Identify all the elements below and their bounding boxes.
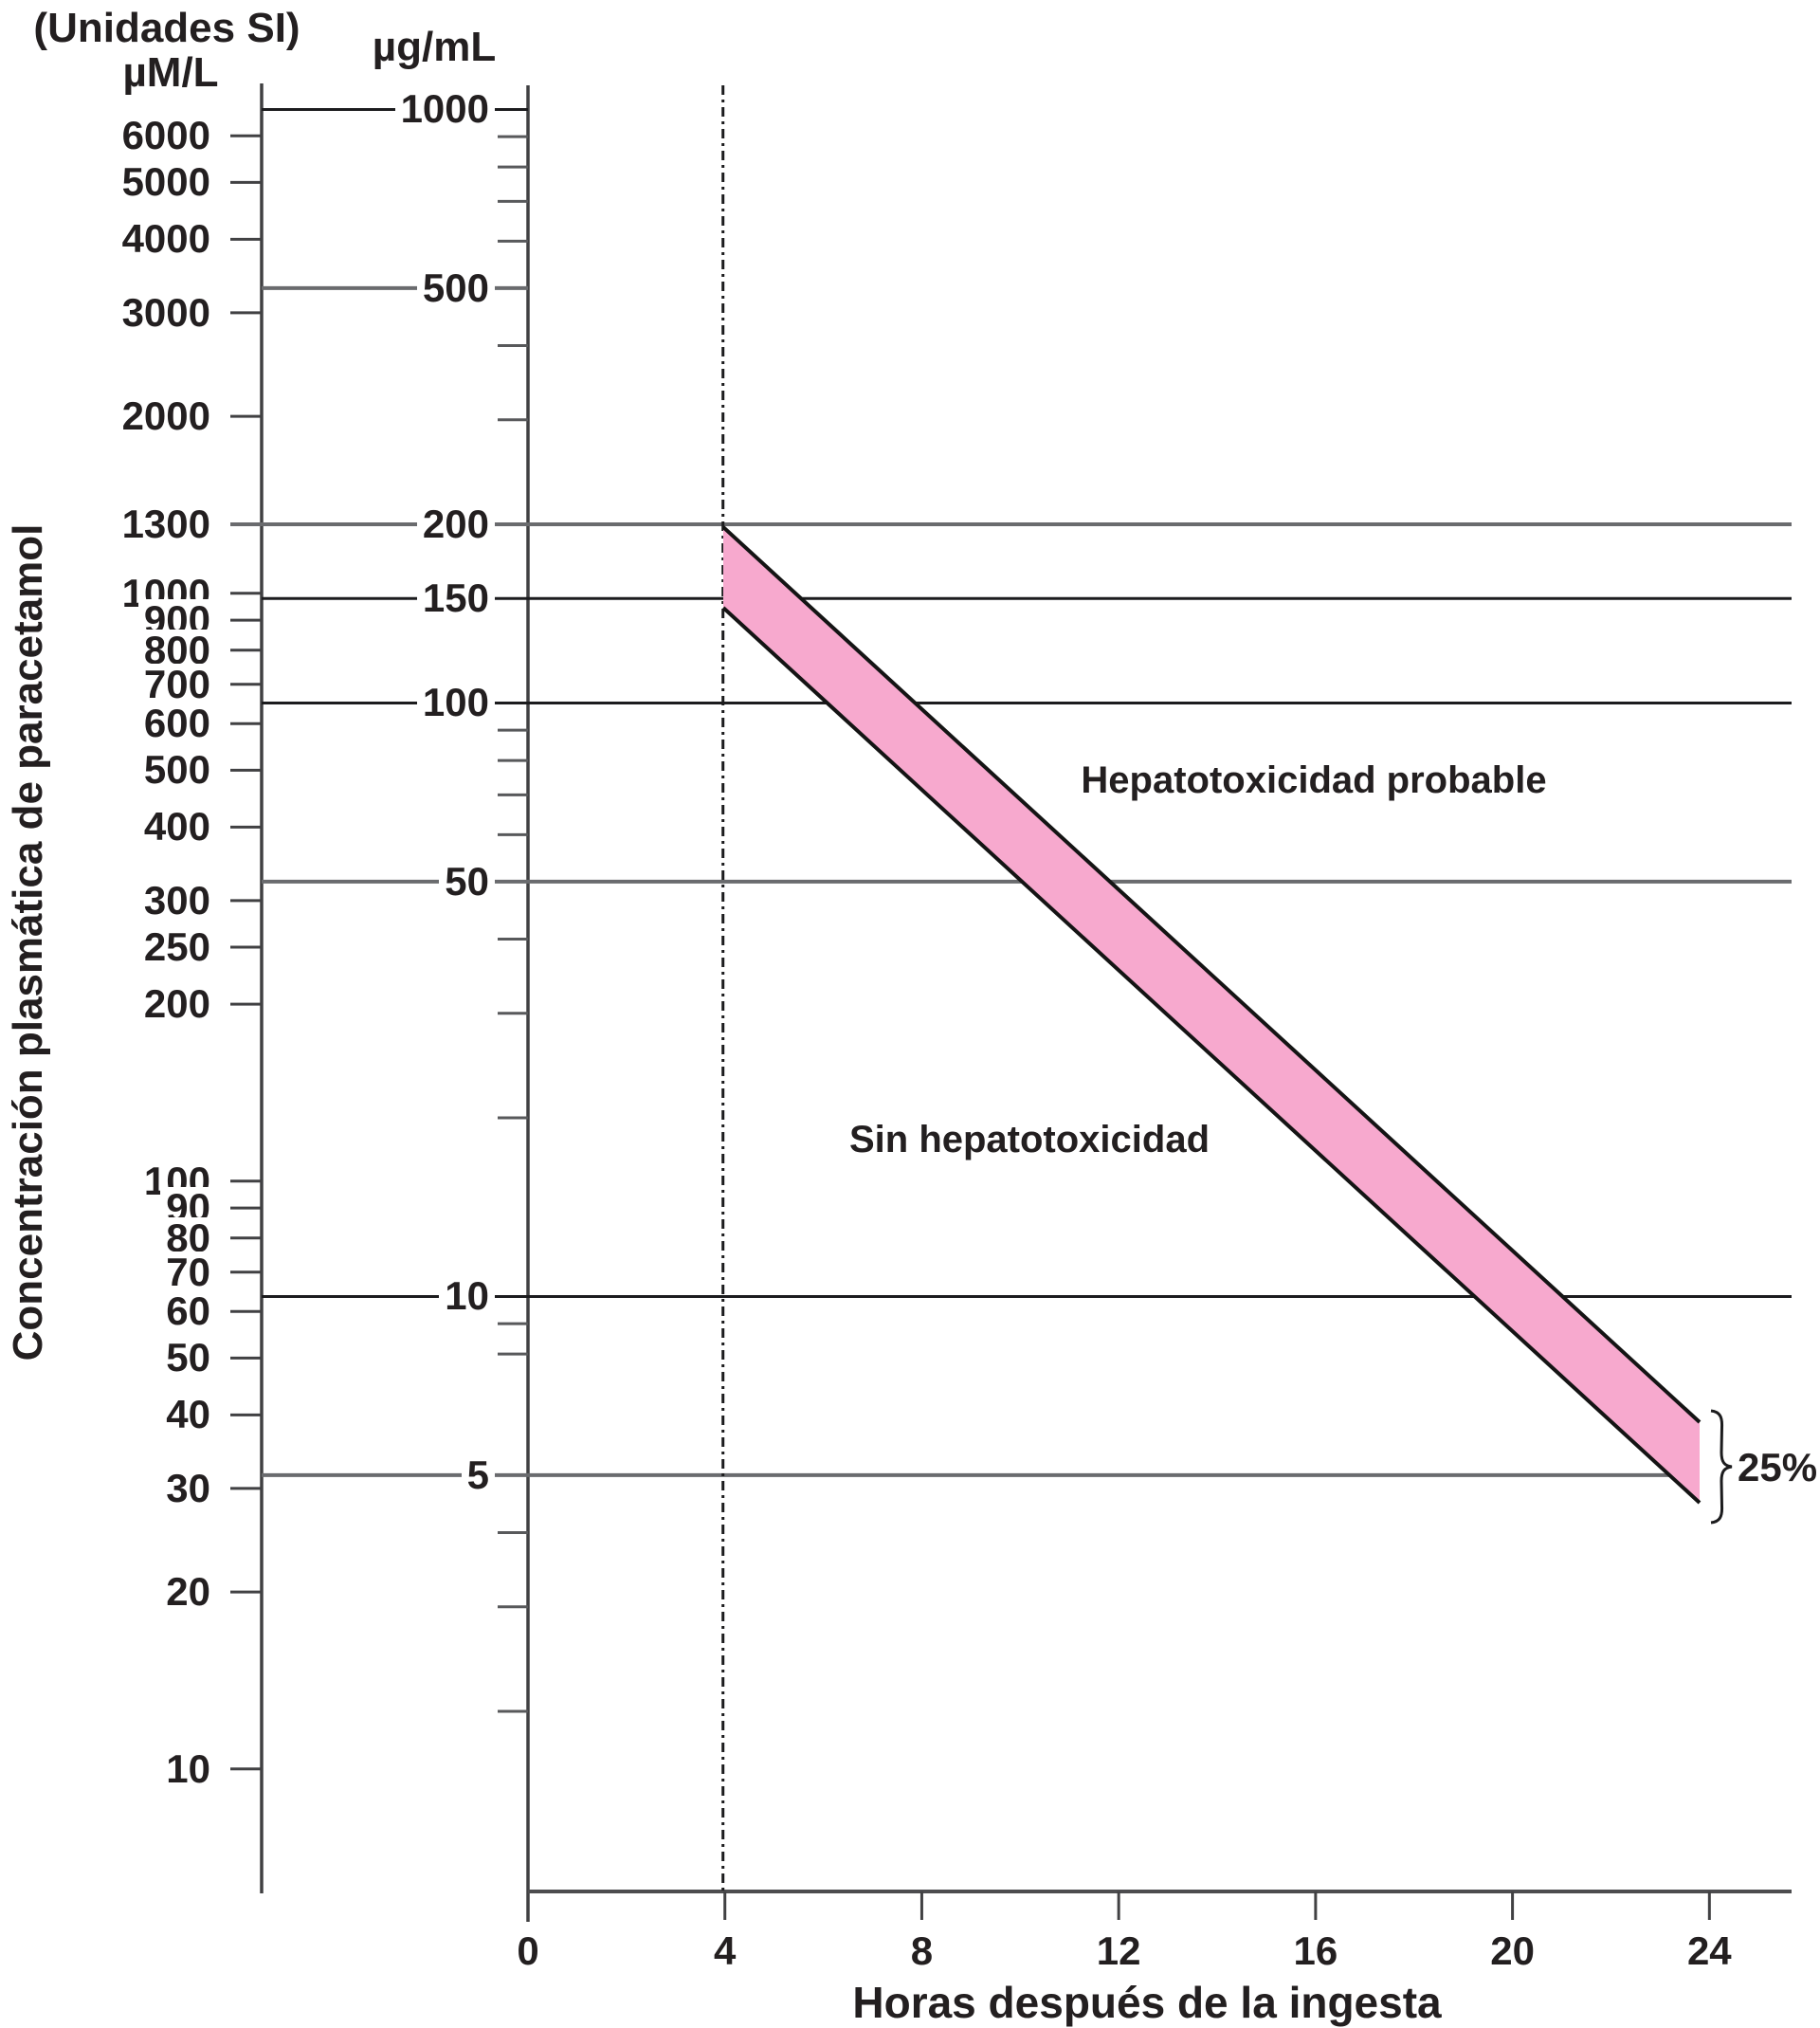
si-tick-label-70: 70 [160,1251,216,1293]
si-tick-label-40: 40 [160,1394,216,1436]
ug-tick-label-10: 10 [439,1275,495,1318]
band-width-percentage-label: 25% [1738,1445,1818,1489]
si-tick-label-250: 250 [137,925,216,968]
x-tick-label-8: 8 [910,1928,934,1973]
x-tick-label-20: 20 [1490,1928,1535,1973]
si-tick-label-5000: 5000 [116,161,216,204]
si-tick-label-10: 10 [160,1747,216,1790]
ug-tick-label-200: 200 [416,503,495,545]
si-tick-label-600: 600 [137,703,216,745]
axes [260,83,1792,1922]
si-tick-label-6000: 6000 [116,115,216,157]
ug-tick-label-100: 100 [416,682,495,724]
treatment-band-fill [723,527,1700,1503]
treatment-band [721,525,1702,1505]
ug-unit-label: µg/mL [372,24,497,70]
x-tick-label-4: 4 [714,1928,737,1973]
si-tick-label-4000: 4000 [116,218,216,261]
ug-tick-label-50: 50 [439,860,495,903]
x-tick-label-16: 16 [1293,1928,1338,1973]
x-tick-label-0: 0 [517,1928,539,1973]
si-units-header: (Unidades SI) [33,5,300,51]
brace-icon [1710,1409,1733,1525]
x-tick-label-12: 12 [1096,1928,1141,1973]
ug-tick-label-150: 150 [416,577,495,620]
si-tick-label-1300: 1300 [116,503,216,545]
ug-tick-label-500: 500 [416,266,495,309]
y-axis-title: Concentración plasmática de paracetamol [5,523,51,1361]
si-tick-label-20: 20 [160,1571,216,1614]
si-tick-label-200: 200 [137,983,216,1026]
region-label-no-hepatotoxicity: Sin hepatotoxicidad [848,1119,1210,1160]
si-tick-label-3000: 3000 [116,291,216,334]
si-tick-label-400: 400 [137,806,216,849]
ug-tick-label-5: 5 [461,1453,495,1496]
si-tick-label-30: 30 [160,1467,216,1509]
si-tick-label-700: 700 [137,663,216,705]
si-tick-label-60: 60 [160,1290,216,1333]
si-tick-label-500: 500 [137,749,216,792]
si-tick-label-300: 300 [137,879,216,922]
x-tick-label-24: 24 [1686,1928,1732,1973]
region-label-hepatotoxicity-probable: Hepatotoxicidad probable [1081,759,1547,801]
treatment-line-top [721,525,1702,1424]
tick-marks [230,134,1711,1920]
ug-tick-label-1000: 1000 [394,88,495,131]
treatment-line-bottom [721,606,1702,1505]
si-tick-label-2000: 2000 [116,395,216,438]
x-axis-title: Horas después de la ingesta [852,1978,1442,2027]
si-unit-label: µM/L [122,49,219,96]
si-tick-label-50: 50 [160,1337,216,1379]
